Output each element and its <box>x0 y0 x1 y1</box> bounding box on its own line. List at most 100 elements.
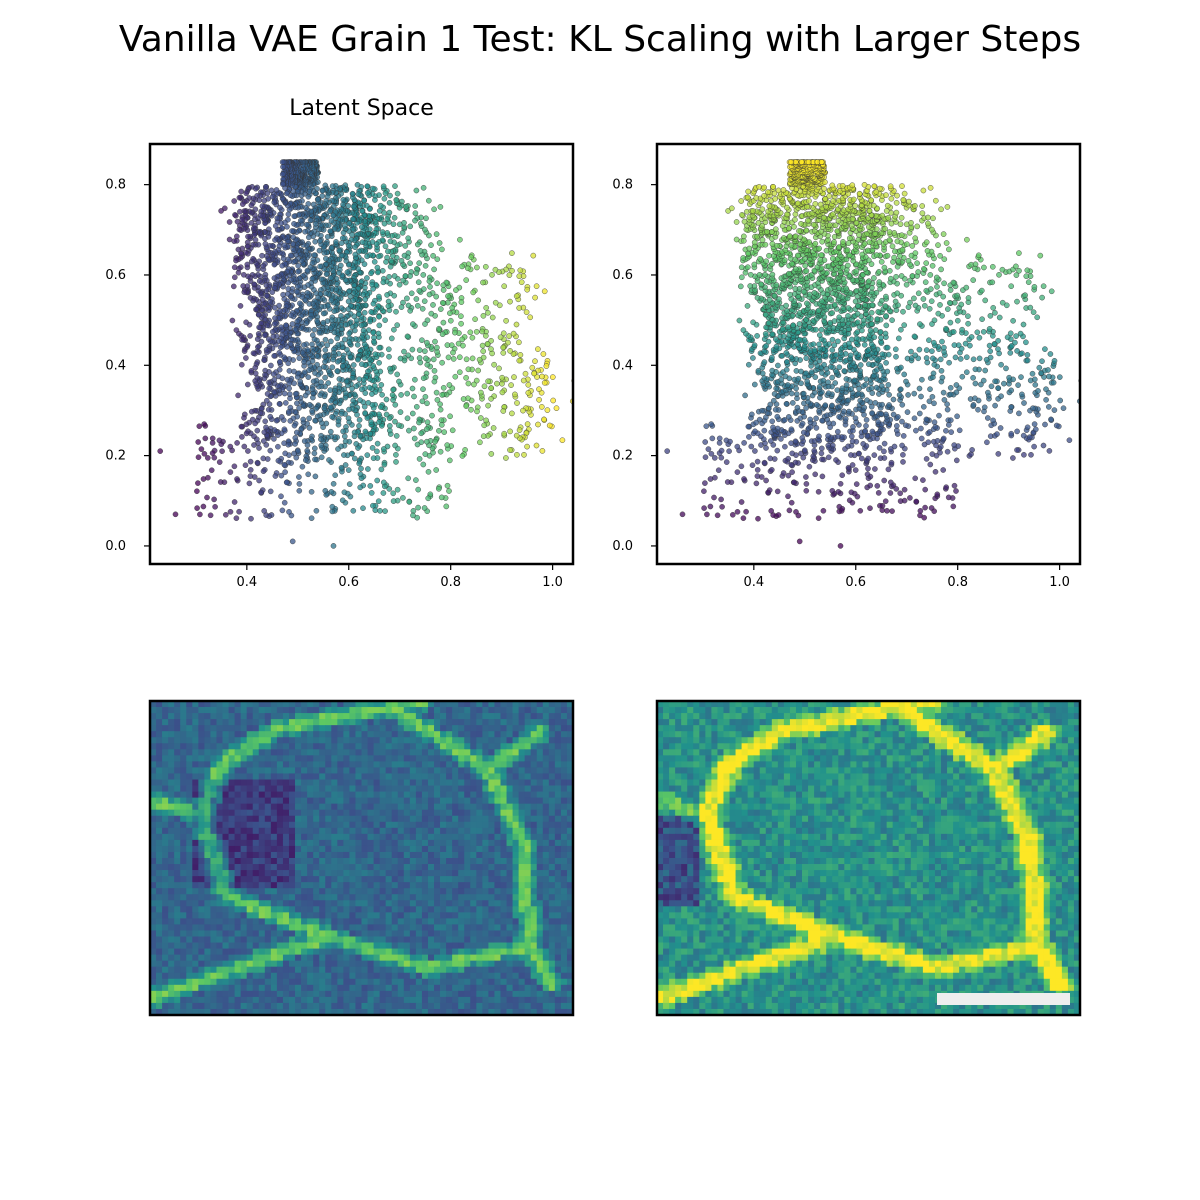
scatter-point <box>433 389 440 396</box>
scatter-point <box>913 427 919 434</box>
scatter-point <box>803 405 809 411</box>
scatter-point <box>195 480 201 486</box>
scatter-point <box>803 355 810 362</box>
scatter-point <box>877 502 883 509</box>
scatter-point <box>354 341 361 348</box>
scatter-point <box>204 455 211 461</box>
scatter-point <box>480 433 487 440</box>
scatter-point <box>311 326 318 333</box>
scatter-point <box>241 414 247 421</box>
scatter-point <box>405 302 412 309</box>
scatter-point <box>231 499 238 505</box>
scatter-point <box>400 277 407 284</box>
scatter-point <box>474 264 480 271</box>
scatter-point <box>992 402 998 409</box>
scatter-point <box>714 512 721 519</box>
scatter-point <box>753 480 760 487</box>
scatter-point <box>172 511 179 518</box>
scatter-point <box>998 361 1004 368</box>
scatter-point <box>600 389 605 394</box>
scatter-point <box>539 373 545 380</box>
scatter-point <box>455 340 462 347</box>
scatter-point <box>355 191 362 197</box>
scatter-point <box>281 426 288 433</box>
scatter-point <box>241 443 248 450</box>
scatter-point <box>445 293 451 299</box>
scatter-point <box>992 309 998 316</box>
scatter-point <box>243 190 249 197</box>
scatter-point <box>839 472 846 479</box>
scatter-point <box>472 316 478 323</box>
scatter-point <box>355 356 361 363</box>
scatter-point <box>761 375 768 381</box>
scatter-point <box>926 398 933 405</box>
scatter-point <box>836 503 843 510</box>
scatter-point <box>1036 364 1043 371</box>
scatter-point <box>845 464 852 471</box>
scatter-point <box>297 217 304 224</box>
scatter-point <box>937 302 943 308</box>
scatter-point <box>929 262 936 269</box>
scatter-point <box>234 476 240 482</box>
scatter-point <box>247 294 254 301</box>
scatter-point <box>296 481 303 487</box>
scatter-point <box>250 225 257 232</box>
scatter-point <box>244 261 251 268</box>
scatter-point <box>204 494 210 501</box>
scatter-point <box>235 392 241 399</box>
scatter-point <box>436 427 442 434</box>
scatter-point <box>882 303 889 309</box>
scatter-point <box>925 439 932 446</box>
scatter-point <box>308 488 315 495</box>
scatter-point <box>256 477 262 484</box>
scatter-point <box>762 271 768 278</box>
scatter-point <box>747 283 754 289</box>
scatter-point <box>412 376 418 383</box>
scatter-point <box>299 463 306 470</box>
scatter-point <box>855 390 862 397</box>
scatter-point <box>532 294 538 301</box>
scatter-point <box>247 333 253 339</box>
scatter-point <box>396 378 402 385</box>
scatter-point <box>341 489 348 496</box>
scatter-point <box>304 442 311 448</box>
scatter-point <box>947 391 954 398</box>
scatter-point <box>318 442 325 449</box>
scatter-point <box>286 391 293 397</box>
scatter-point <box>780 470 787 476</box>
scatter-point <box>465 380 472 387</box>
scatter-point <box>241 348 248 354</box>
scatter-point <box>296 405 302 411</box>
scatter-point <box>380 479 387 486</box>
scatter-point <box>864 397 870 404</box>
scatter-point <box>889 317 895 324</box>
scatter-point <box>197 511 203 518</box>
scatter-point <box>376 322 383 329</box>
scatter-point <box>479 328 486 335</box>
scatter-point <box>988 383 995 390</box>
scatter-point <box>383 259 389 265</box>
scatter-point <box>866 278 872 285</box>
scatter-point <box>944 448 951 455</box>
scatter-point <box>984 439 990 446</box>
scatter-point <box>876 279 883 285</box>
scatter-point <box>422 321 428 327</box>
scatter-point <box>287 418 294 424</box>
scatter-point <box>345 261 352 268</box>
scatter-point <box>1014 348 1020 354</box>
scatter-point <box>431 206 437 213</box>
scatter-point <box>866 361 872 368</box>
scatter-point <box>779 352 786 359</box>
scatter-point <box>743 508 749 515</box>
scatter-point <box>532 358 538 365</box>
scatter-point <box>346 220 352 227</box>
scatter-point <box>277 359 283 365</box>
scatter-point <box>335 446 341 452</box>
scatter-point <box>243 430 250 437</box>
scatter-point <box>829 336 836 343</box>
scatter-point <box>436 325 442 332</box>
scatter-point <box>262 418 269 425</box>
scatter-point <box>798 368 804 375</box>
scatter-point <box>847 352 854 359</box>
scatter-point <box>509 410 515 417</box>
